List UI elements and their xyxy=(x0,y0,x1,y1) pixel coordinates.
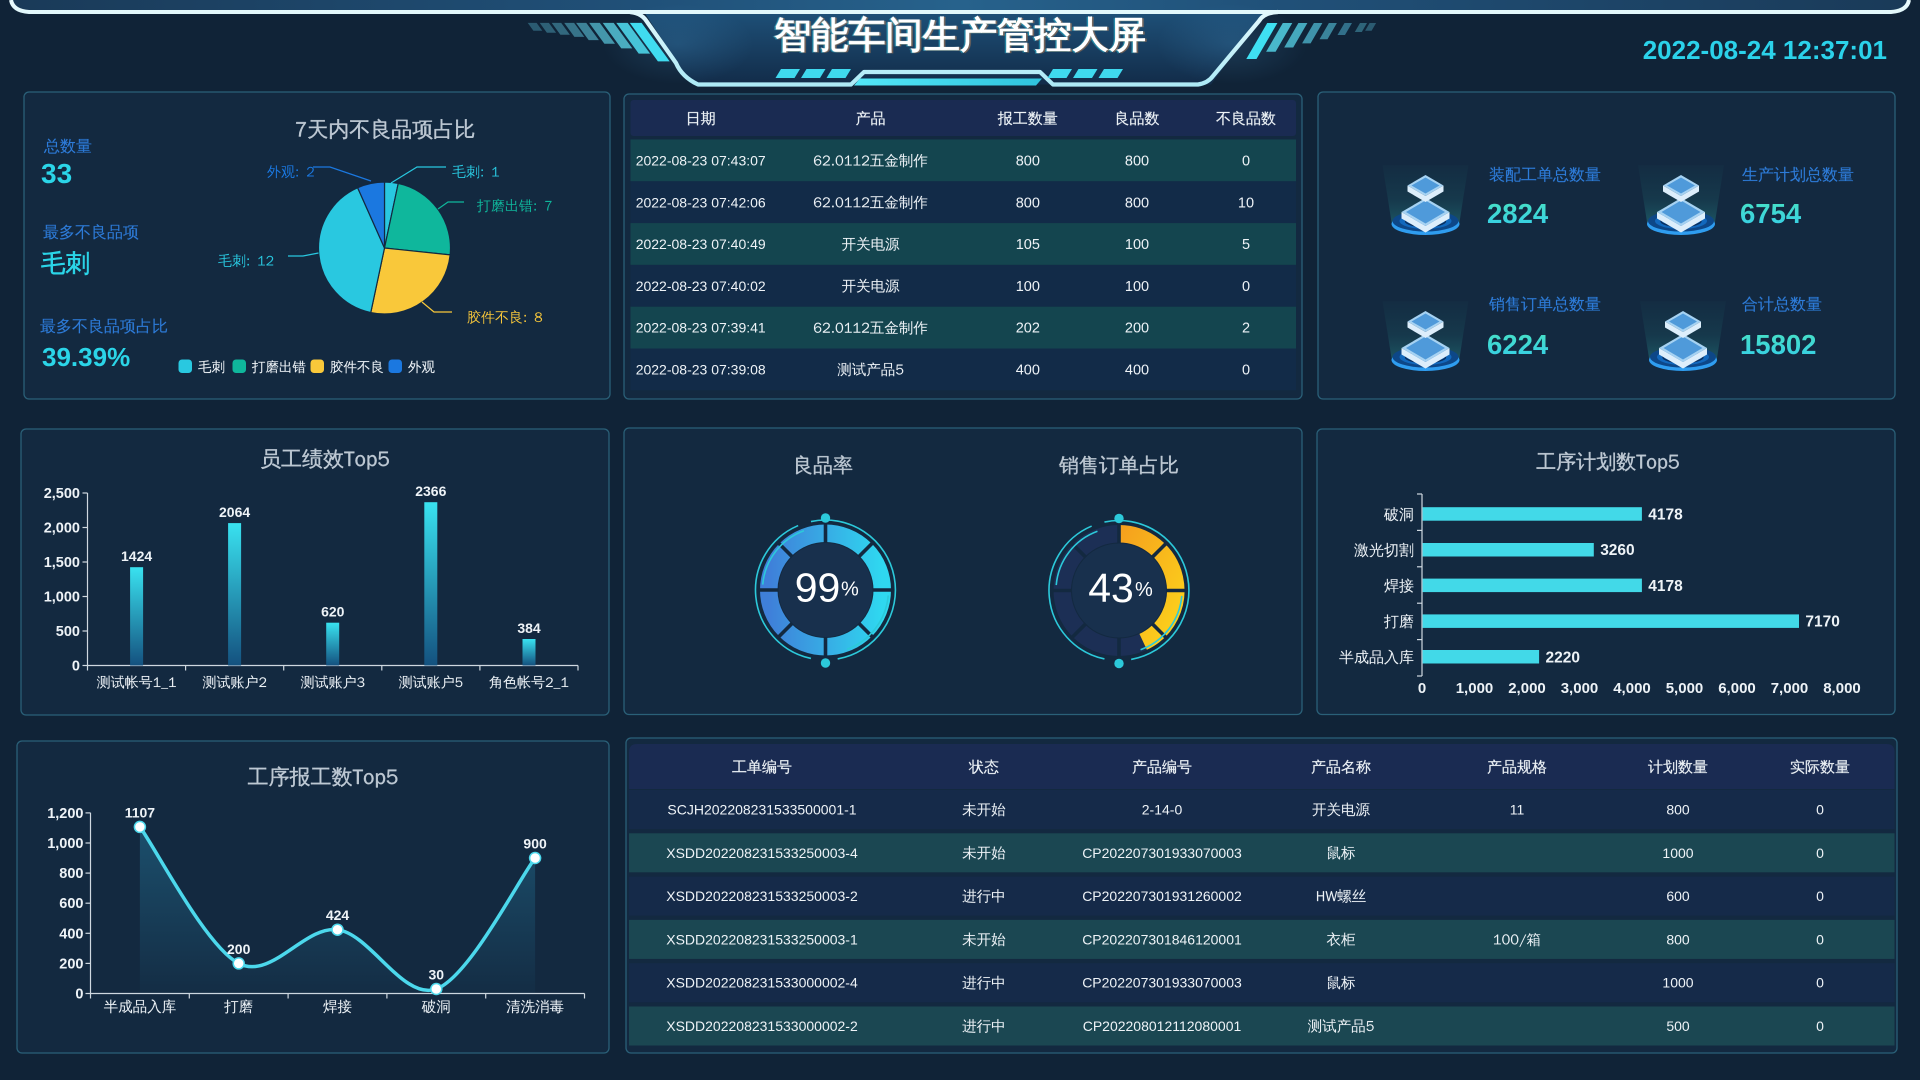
svg-text:99: 99 xyxy=(795,565,841,611)
svg-text:1000: 1000 xyxy=(1662,845,1693,861)
svg-text:10: 10 xyxy=(1238,195,1254,211)
svg-text:2022-08-24 12:37:01: 2022-08-24 12:37:01 xyxy=(1643,35,1887,65)
svg-text:0: 0 xyxy=(1242,154,1250,170)
svg-text:CP202208012112080001: CP202208012112080001 xyxy=(1083,1018,1242,1034)
svg-text:2,500: 2,500 xyxy=(44,486,80,502)
svg-text:XSDD202208231533250003-2: XSDD202208231533250003-2 xyxy=(666,888,858,904)
svg-text:1,000: 1,000 xyxy=(1456,680,1494,697)
svg-text:2,000: 2,000 xyxy=(1508,680,1546,697)
svg-text:800: 800 xyxy=(59,866,83,882)
svg-text:%: % xyxy=(841,579,859,601)
svg-text:200: 200 xyxy=(1125,321,1149,337)
svg-text:XSDD202208231533250003-4: XSDD202208231533250003-4 xyxy=(666,845,858,861)
svg-text:2,000: 2,000 xyxy=(44,521,80,537)
svg-text:1,200: 1,200 xyxy=(47,806,83,822)
svg-text:1107: 1107 xyxy=(125,804,156,820)
svg-text:400: 400 xyxy=(1016,363,1040,379)
svg-text:6754: 6754 xyxy=(1740,198,1802,229)
svg-text:43: 43 xyxy=(1088,565,1134,611)
svg-text:900: 900 xyxy=(523,836,547,852)
svg-text:XSDD202208231533000002-4: XSDD202208231533000002-4 xyxy=(666,975,858,991)
svg-text:2022-08-23 07:42:06: 2022-08-23 07:42:06 xyxy=(636,194,766,210)
svg-text:1424: 1424 xyxy=(121,548,152,564)
svg-text:2: 2 xyxy=(1242,321,1250,337)
svg-text:424: 424 xyxy=(326,907,350,923)
svg-text:CP202207301931260002: CP202207301931260002 xyxy=(1082,888,1242,904)
svg-text:2022-08-23 07:40:02: 2022-08-23 07:40:02 xyxy=(636,278,766,294)
svg-text:15802: 15802 xyxy=(1740,329,1816,360)
svg-text:600: 600 xyxy=(59,896,83,912)
svg-text:800: 800 xyxy=(1666,802,1690,818)
svg-text:2022-08-23 07:39:08: 2022-08-23 07:39:08 xyxy=(636,362,766,378)
svg-text:0: 0 xyxy=(1816,802,1824,818)
svg-text:SCJH202208231533500001-1: SCJH202208231533500001-1 xyxy=(667,802,856,818)
svg-text:620: 620 xyxy=(321,604,345,620)
svg-text:600: 600 xyxy=(1666,888,1690,904)
svg-text:7,000: 7,000 xyxy=(1771,680,1809,697)
svg-text:6224: 6224 xyxy=(1487,329,1549,360)
svg-text:800: 800 xyxy=(1016,195,1040,211)
svg-text:33: 33 xyxy=(41,158,72,189)
svg-text:2022-08-23 07:43:07: 2022-08-23 07:43:07 xyxy=(636,153,766,169)
svg-text:2220: 2220 xyxy=(1546,649,1580,666)
svg-text:5: 5 xyxy=(1242,237,1250,253)
svg-text:4,000: 4,000 xyxy=(1613,680,1651,697)
svg-text:30: 30 xyxy=(429,967,445,983)
svg-text:100: 100 xyxy=(1016,279,1040,295)
svg-text:384: 384 xyxy=(517,620,541,636)
svg-text:XSDD202208231533250003-1: XSDD202208231533250003-1 xyxy=(666,931,858,947)
svg-text:1,500: 1,500 xyxy=(44,555,80,571)
svg-text:2022-08-23 07:40:49: 2022-08-23 07:40:49 xyxy=(636,236,766,252)
svg-text:7170: 7170 xyxy=(1805,614,1839,631)
svg-text:XSDD202208231533000002-2: XSDD202208231533000002-2 xyxy=(666,1018,858,1034)
svg-text:100: 100 xyxy=(1125,279,1149,295)
svg-text:2022-08-23 07:39:41: 2022-08-23 07:39:41 xyxy=(636,320,766,336)
svg-text:400: 400 xyxy=(1125,363,1149,379)
svg-text:0: 0 xyxy=(1418,680,1426,697)
svg-text:4178: 4178 xyxy=(1648,507,1683,524)
svg-text:6,000: 6,000 xyxy=(1718,680,1756,697)
svg-text:0: 0 xyxy=(75,987,83,1003)
svg-text:100: 100 xyxy=(1125,237,1149,253)
svg-text:500: 500 xyxy=(1666,1018,1690,1034)
svg-text:2824: 2824 xyxy=(1487,198,1549,229)
svg-text:0: 0 xyxy=(1242,363,1250,379)
svg-text:200: 200 xyxy=(59,956,83,972)
svg-text:0: 0 xyxy=(72,659,80,675)
svg-text:5,000: 5,000 xyxy=(1666,680,1704,697)
svg-text:0: 0 xyxy=(1242,279,1250,295)
svg-text:3,000: 3,000 xyxy=(1561,680,1599,697)
svg-text:CP202207301933070003: CP202207301933070003 xyxy=(1082,975,1242,991)
svg-text:800: 800 xyxy=(1666,931,1690,947)
svg-text:0: 0 xyxy=(1816,888,1824,904)
svg-text:CP202207301933070003: CP202207301933070003 xyxy=(1082,845,1242,861)
svg-text:200: 200 xyxy=(227,941,251,957)
svg-text:2-14-0: 2-14-0 xyxy=(1142,802,1183,818)
svg-text:1000: 1000 xyxy=(1662,975,1693,991)
svg-text:4178: 4178 xyxy=(1648,578,1683,595)
svg-text:39.39%: 39.39% xyxy=(42,342,130,372)
svg-text:CP202207301846120001: CP202207301846120001 xyxy=(1082,931,1242,947)
svg-text:1,000: 1,000 xyxy=(44,590,80,606)
svg-text:0: 0 xyxy=(1816,975,1824,991)
svg-text:800: 800 xyxy=(1125,195,1149,211)
svg-text:0: 0 xyxy=(1816,845,1824,861)
svg-text:0: 0 xyxy=(1816,931,1824,947)
svg-text:3260: 3260 xyxy=(1600,542,1634,559)
svg-text:202: 202 xyxy=(1016,321,1040,337)
svg-text:2366: 2366 xyxy=(415,483,446,499)
svg-text:800: 800 xyxy=(1125,154,1149,170)
svg-text:0: 0 xyxy=(1816,1018,1824,1034)
svg-text:400: 400 xyxy=(59,926,83,942)
svg-text:800: 800 xyxy=(1016,154,1040,170)
svg-text:11: 11 xyxy=(1510,802,1525,818)
svg-text:1,000: 1,000 xyxy=(47,836,83,852)
svg-text:105: 105 xyxy=(1016,237,1040,253)
svg-text:500: 500 xyxy=(56,624,80,640)
svg-text:%: % xyxy=(1135,579,1153,601)
svg-text:8,000: 8,000 xyxy=(1823,680,1861,697)
svg-text:2064: 2064 xyxy=(219,504,250,520)
